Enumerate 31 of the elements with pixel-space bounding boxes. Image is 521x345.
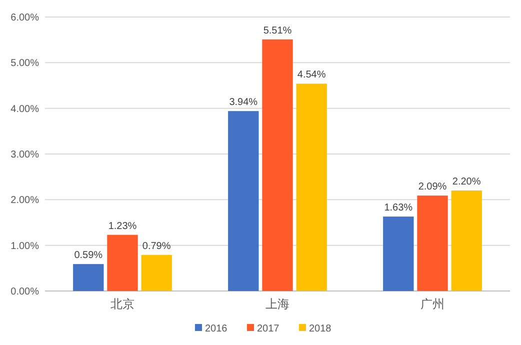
y-tick-label: 2.00%	[10, 195, 40, 206]
bar	[228, 111, 259, 291]
bar	[141, 254, 172, 291]
data-label: 2.20%	[452, 176, 481, 188]
bar	[383, 216, 414, 291]
bar	[451, 190, 482, 291]
data-label: 3.94%	[229, 97, 258, 108]
bar	[262, 39, 293, 291]
y-tick-label: 3.00%	[10, 150, 40, 160]
x-tick-label: 上海	[266, 297, 290, 311]
bar	[73, 264, 104, 291]
y-tick-label: 1.00%	[10, 240, 40, 252]
legend-label: 2018	[309, 324, 332, 334]
data-label: 5.51%	[263, 25, 292, 36]
y-tick-label: 0.00%	[10, 286, 40, 298]
legend-label: 2017	[257, 324, 280, 334]
data-label: 1.63%	[384, 202, 413, 214]
bar	[417, 196, 448, 291]
data-label: 2.09%	[418, 182, 447, 193]
data-label: 1.23%	[108, 220, 137, 232]
data-label: 0.59%	[74, 250, 103, 262]
legend-label: 2016	[205, 324, 228, 334]
x-tick-label: 北京	[110, 297, 134, 311]
data-label: 4.54%	[297, 70, 326, 81]
bar	[107, 234, 138, 291]
bar	[296, 84, 327, 291]
y-tick-label: 4.00%	[10, 104, 40, 115]
y-tick-label: 6.00%	[10, 12, 40, 24]
data-label: 0.79%	[142, 240, 171, 252]
y-tick-label: 5.00%	[10, 58, 40, 70]
x-tick-label: 广州	[420, 297, 444, 311]
